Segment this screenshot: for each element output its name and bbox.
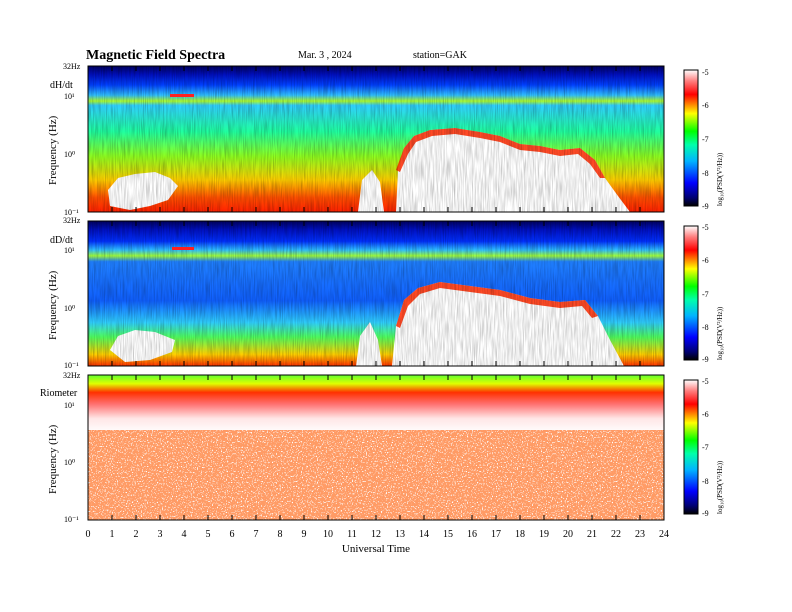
cbar-tick: -9 — [702, 355, 709, 364]
cbar-label: log₁₀(PSD(V²/Hz)) — [716, 306, 724, 360]
panel-label-dddt: dD/dt — [50, 235, 73, 246]
ytick-label: 10⁻¹ — [64, 361, 79, 370]
station-label: station=GAK — [413, 50, 468, 61]
cbar-tick: -6 — [702, 101, 709, 110]
x-axis: 0 1 2 3 4 5 6 7 8 9 10 11 12 13 14 15 16 17 18 19 20 21 22 23 24 — [86, 66, 669, 540]
cbar-tick: -7 — [702, 443, 709, 452]
panel-label-riometer: Riometer — [40, 388, 78, 399]
cbar-tick: -9 — [702, 509, 709, 518]
x-tick-label: 19 — [539, 529, 549, 540]
x-tick-label: 1 — [110, 529, 115, 540]
ylabel-riometer: Frequency (Hz) — [47, 424, 59, 494]
x-tick-label: 23 — [635, 529, 645, 540]
x-tick-label: 24 — [659, 529, 669, 540]
x-tick-label: 12 — [371, 529, 381, 540]
yticks-dhdt: 32Hz 10¹ 10⁰ 10⁻¹ — [63, 62, 81, 217]
x-tick-label: 9 — [302, 529, 307, 540]
ytick-label: 10⁰ — [64, 304, 75, 313]
date-label: Mar. 3 , 2024 — [298, 50, 352, 61]
cbar-tick: -6 — [702, 256, 709, 265]
panel-label-dhdt: dH/dt — [50, 80, 73, 91]
x-tick-label: 18 — [515, 529, 525, 540]
x-tick-label: 2 — [134, 529, 139, 540]
ytick-label: 10⁰ — [64, 458, 75, 467]
x-axis-label: Universal Time — [342, 543, 410, 555]
cbar-tick: -7 — [702, 290, 709, 299]
x-tick-label: 15 — [443, 529, 453, 540]
colorbar-dhdt: -5 -6 -7 -8 -9 log₁₀(PSD(V²/Hz)) — [683, 68, 724, 211]
ytick-label: 10¹ — [64, 401, 75, 410]
cbar-label: log₁₀(PSD(V²/Hz)) — [716, 152, 724, 206]
yticks-riometer: 32Hz 10¹ 10⁰ 10⁻¹ — [63, 371, 81, 524]
x-tick-label: 8 — [278, 529, 283, 540]
cbar-tick: -8 — [702, 169, 709, 178]
x-tick-label: 17 — [491, 529, 501, 540]
cbar-tick: -8 — [702, 323, 709, 332]
x-tick-label: 22 — [611, 529, 621, 540]
x-tick-label: 11 — [347, 529, 357, 540]
ytick-label: 32Hz — [63, 216, 81, 225]
panel-dddt: dD/dt Frequency (Hz) 32Hz 10¹ 10⁰ 10⁻¹ -… — [47, 216, 724, 370]
colorbar-dddt: -5 -6 -7 -8 -9 log₁₀(PSD(V²/Hz)) — [683, 223, 724, 364]
cbar-tick: -9 — [702, 202, 709, 211]
x-tick-label: 0 — [86, 529, 91, 540]
cbar-tick: -7 — [702, 135, 709, 144]
x-tick-label: 21 — [587, 529, 597, 540]
ytick-label: 10¹ — [64, 246, 75, 255]
cbar-tick: -6 — [702, 410, 709, 419]
x-tick-label: 16 — [467, 529, 477, 540]
ylabel-dddt: Frequency (Hz) — [47, 270, 59, 340]
cbar-tick: -5 — [702, 68, 709, 77]
panel-riometer: Riometer Frequency (Hz) 32Hz 10¹ 10⁰ 10⁻… — [40, 371, 724, 524]
x-tick-label: 4 — [182, 529, 187, 540]
colorbar-riometer: -5 -6 -7 -8 -9 log₁₀(PSD(V²/Hz)) — [683, 377, 724, 518]
panel-dhdt: dH/dt Frequency (Hz) 32Hz 10¹ 10⁰ 10⁻¹ -… — [47, 62, 724, 217]
x-tick-label: 6 — [230, 529, 235, 540]
x-tick-label: 10 — [323, 529, 333, 540]
cbar-tick: -5 — [702, 377, 709, 386]
x-tick-label: 20 — [563, 529, 573, 540]
cbar-label: log₁₀(PSD(V²/Hz)) — [716, 460, 724, 514]
ytick-label: 10⁻¹ — [64, 208, 79, 217]
ytick-label: 32Hz — [63, 371, 81, 380]
x-tick-label: 5 — [206, 529, 211, 540]
x-tick-label: 7 — [254, 529, 259, 540]
ytick-label: 10⁰ — [64, 150, 75, 159]
cbar-tick: -8 — [702, 477, 709, 486]
cbar-tick: -5 — [702, 223, 709, 232]
x-tick-label: 13 — [395, 529, 405, 540]
ytick-label: 10⁻¹ — [64, 515, 79, 524]
figure-title: Magnetic Field Spectra — [86, 48, 225, 63]
ytick-label: 10¹ — [64, 92, 75, 101]
x-tick-label: 3 — [158, 529, 163, 540]
yticks-dddt: 32Hz 10¹ 10⁰ 10⁻¹ — [63, 216, 81, 370]
x-tick-label: 14 — [419, 529, 429, 540]
ylabel-dhdt: Frequency (Hz) — [47, 115, 59, 185]
ytick-label: 32Hz — [63, 62, 81, 71]
